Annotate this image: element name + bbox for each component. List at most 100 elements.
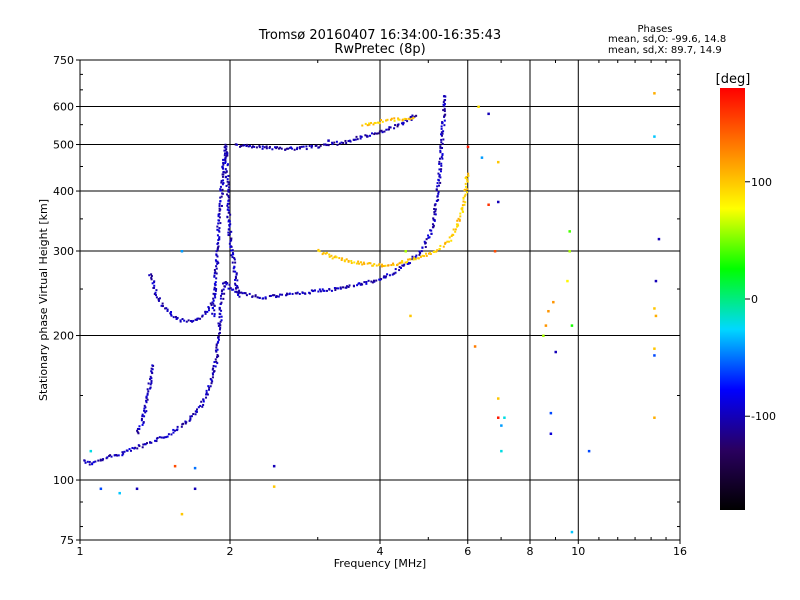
trace-point (325, 289, 328, 292)
trace-point (218, 316, 221, 319)
trace-point (215, 254, 218, 257)
trace-point (384, 264, 387, 267)
trace-point (464, 182, 467, 185)
trace-point (188, 419, 191, 422)
trace-point (448, 236, 451, 239)
trace-point (122, 452, 125, 455)
trace-point (388, 126, 391, 129)
trace-point (409, 262, 412, 265)
trace-point (156, 436, 159, 439)
trace-point (247, 145, 250, 148)
trace-point (205, 391, 208, 394)
trace-point (94, 460, 97, 463)
trace-point (328, 288, 331, 291)
trace-point (363, 262, 366, 265)
trace-point (222, 158, 225, 161)
trace-point (436, 182, 439, 185)
trace-point (211, 380, 214, 383)
trace-point (220, 315, 223, 318)
trace-point (444, 113, 447, 116)
trace-point (236, 291, 239, 294)
trace-point (318, 146, 321, 149)
trace-point (222, 163, 225, 166)
trace-point (321, 253, 324, 256)
trace-point (215, 287, 218, 290)
trace-point (84, 461, 87, 464)
trace-point (251, 145, 254, 148)
trace-point (424, 241, 427, 244)
trace-point (466, 188, 469, 191)
trace-point (279, 293, 282, 296)
trace-point (279, 146, 282, 149)
scatter-point (477, 105, 480, 109)
trace-point (256, 296, 259, 299)
trace-point (288, 292, 291, 295)
y-tick-label: 100 (53, 474, 74, 487)
trace-point (160, 436, 163, 439)
trace-point (183, 319, 186, 322)
trace-point (419, 252, 422, 255)
trace-point (437, 198, 440, 201)
trace-point (218, 306, 221, 309)
trace-point (436, 249, 439, 252)
trace-point (406, 120, 409, 123)
trace-point (262, 297, 265, 300)
trace-point (461, 204, 464, 207)
trace-point (371, 132, 374, 135)
trace-point (226, 282, 229, 285)
chart-title: Tromsø 20160407 16:34:00-16:35:43 (258, 28, 501, 43)
trace-point (215, 272, 218, 275)
trace-point (157, 298, 160, 301)
trace-point (452, 233, 455, 236)
trace-point (452, 228, 455, 231)
trace-point (310, 289, 313, 292)
trace-point (219, 324, 222, 327)
phase-heading: Phases (637, 24, 672, 35)
trace-point (358, 282, 361, 285)
trace-point (110, 455, 113, 458)
trace-point (194, 413, 197, 416)
trace-point (215, 277, 218, 280)
trace-point (146, 392, 149, 395)
trace-point (436, 199, 439, 202)
trace-point (232, 270, 235, 273)
trace-point (227, 194, 230, 197)
trace-point (179, 320, 182, 323)
trace-point (424, 252, 427, 255)
trace-point (393, 272, 396, 275)
trace-point (399, 261, 402, 264)
trace-point (442, 101, 445, 104)
trace-point (396, 125, 399, 128)
trace-point (218, 312, 221, 315)
y-tick-label: 300 (53, 245, 74, 258)
trace-point (443, 105, 446, 108)
trace-point (240, 291, 243, 294)
trace-point (150, 273, 153, 276)
trace-point (208, 388, 211, 391)
trace-point (443, 119, 446, 122)
colorbar-ticks: 100 0 -100 (745, 176, 776, 423)
trace-point (276, 295, 279, 298)
trace-point (210, 304, 213, 307)
trace-point (151, 368, 154, 371)
trace-point (213, 269, 216, 272)
trace-point (176, 428, 179, 431)
trace-point (138, 428, 141, 431)
trace-point (153, 284, 156, 287)
trace-point (199, 317, 202, 320)
scatter-point (496, 160, 500, 164)
trace-point (210, 382, 213, 385)
trace-point (101, 459, 104, 462)
trace-point (218, 230, 221, 233)
trace-point (467, 174, 470, 177)
trace-point (216, 362, 219, 365)
trace-point (228, 186, 231, 189)
trace-point (217, 219, 220, 222)
trace-point (372, 264, 375, 267)
trace-point (216, 234, 219, 237)
trace-point (216, 225, 219, 228)
scatter-point (653, 92, 656, 95)
trace-point (109, 454, 112, 457)
trace-point (213, 274, 216, 277)
trace-point (355, 262, 358, 265)
